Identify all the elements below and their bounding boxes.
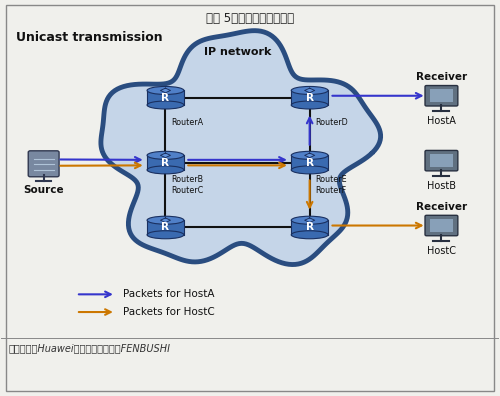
Ellipse shape [292, 216, 328, 224]
Bar [292, 155, 328, 170]
FancyBboxPatch shape [430, 219, 453, 232]
Text: Receiver: Receiver [416, 202, 467, 212]
Text: RouterE: RouterE [316, 175, 348, 184]
Text: RouterD: RouterD [316, 118, 348, 127]
Text: 资料来源：Huawei，通证通研究院，FENBUSHI: 资料来源：Huawei，通证通研究院，FENBUSHI [9, 343, 171, 354]
Polygon shape [160, 218, 170, 223]
Ellipse shape [147, 231, 184, 239]
FancyBboxPatch shape [425, 86, 458, 106]
FancyBboxPatch shape [430, 89, 453, 103]
Text: Receiver: Receiver [416, 72, 467, 82]
Text: R: R [162, 93, 170, 103]
Text: R: R [306, 93, 314, 103]
Polygon shape [304, 88, 314, 93]
Text: RouterC: RouterC [172, 186, 203, 195]
Text: Packets for HostA: Packets for HostA [123, 289, 214, 299]
Bar [292, 220, 328, 235]
Ellipse shape [147, 151, 184, 159]
Text: HostC: HostC [427, 246, 456, 255]
Ellipse shape [147, 216, 184, 224]
Text: Packets for HostC: Packets for HostC [123, 307, 215, 317]
Text: R: R [306, 223, 314, 232]
Text: Unicast transmission: Unicast transmission [16, 31, 163, 44]
Bar [147, 155, 184, 170]
Bar [147, 90, 184, 105]
Text: R: R [306, 158, 314, 168]
Text: RouterF: RouterF [316, 186, 347, 195]
Text: R: R [162, 158, 170, 168]
Text: RouterA: RouterA [172, 118, 203, 127]
Text: Source: Source [24, 185, 64, 195]
Polygon shape [304, 153, 314, 158]
Ellipse shape [292, 151, 328, 159]
Text: IP network: IP network [204, 47, 272, 57]
Text: HostA: HostA [427, 116, 456, 126]
Polygon shape [160, 88, 170, 93]
FancyBboxPatch shape [28, 151, 59, 177]
Ellipse shape [292, 86, 328, 95]
FancyBboxPatch shape [425, 150, 458, 171]
Text: 图表 5：单播通信网络结构: 图表 5：单播通信网络结构 [206, 12, 294, 25]
Ellipse shape [147, 86, 184, 95]
Ellipse shape [147, 166, 184, 174]
Polygon shape [101, 30, 380, 265]
Polygon shape [160, 153, 170, 158]
FancyBboxPatch shape [430, 154, 453, 168]
Text: HostB: HostB [427, 181, 456, 191]
Polygon shape [304, 218, 314, 223]
Bar [147, 220, 184, 235]
Ellipse shape [147, 101, 184, 109]
Bar [6, 5, 494, 391]
Bar [292, 90, 328, 105]
Text: R: R [162, 223, 170, 232]
FancyBboxPatch shape [425, 215, 458, 236]
Text: RouterB: RouterB [172, 175, 203, 184]
Ellipse shape [292, 101, 328, 109]
Ellipse shape [292, 231, 328, 239]
Ellipse shape [292, 166, 328, 174]
